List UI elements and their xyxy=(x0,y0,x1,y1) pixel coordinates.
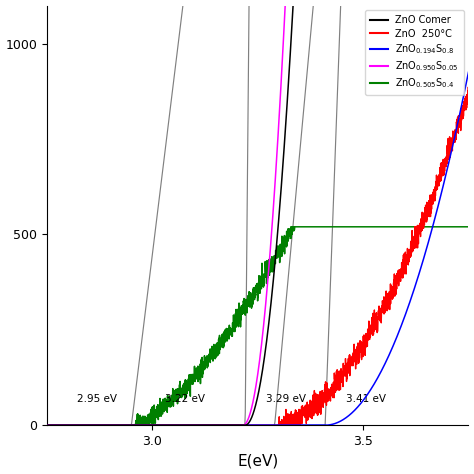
X-axis label: E(eV): E(eV) xyxy=(237,454,278,468)
Text: 2.95 eV: 2.95 eV xyxy=(77,394,117,404)
Text: 3.41 eV: 3.41 eV xyxy=(346,394,386,404)
Text: 3.22 eV: 3.22 eV xyxy=(165,394,205,404)
Legend: ZnO Comer, ZnO  250°C, ZnO$_{0.194}$S$_{0.8}$, ZnO$_{0.950}$S$_{0.05}$, ZnO$_{0.: ZnO Comer, ZnO 250°C, ZnO$_{0.194}$S$_{0… xyxy=(365,10,464,95)
Text: 3.29 eV: 3.29 eV xyxy=(266,394,306,404)
